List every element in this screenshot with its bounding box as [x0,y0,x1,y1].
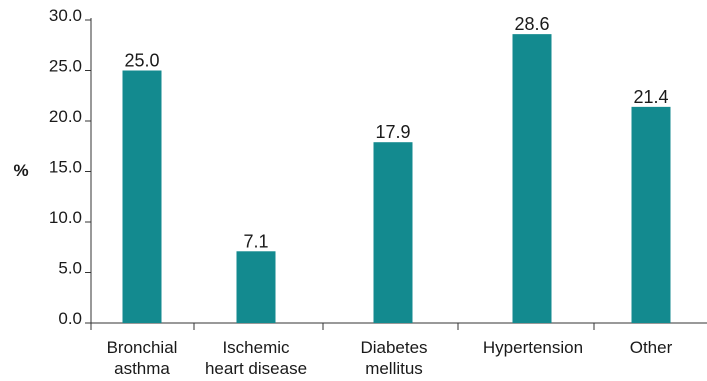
x-tick-label-line: Bronchial [107,338,178,357]
x-tick-label-line: Ischemic [222,338,290,357]
x-tick-label-line: Diabetes [360,338,427,357]
bar [122,70,162,323]
bars: 25.0 7.1 17.9 28.6 21.4 [122,14,671,323]
x-tick-label: Diabetes mellitus [360,338,427,378]
y-tick-label: 10.0 [49,208,82,227]
bar-value-label: 21.4 [633,87,668,107]
x-tick-label-line: heart disease [205,359,307,378]
x-tick-label-line: Other [630,338,673,357]
y-axis: 0.0 5.0 10.0 15.0 20.0 25.0 30.0 [49,6,92,328]
x-tick-label: Hypertension [483,338,583,357]
y-tick-label: 0.0 [58,309,82,328]
x-tick-label: Other [630,338,673,357]
y-tick-label: 5.0 [58,259,82,278]
x-tick-label: Ischemic heart disease [205,338,307,378]
x-tick-label-line: Hypertension [483,338,583,357]
bar [373,142,413,323]
bar [512,34,552,323]
y-tick-label: 25.0 [49,57,82,76]
bar [236,251,276,323]
bar [631,106,671,323]
y-tick-label: 30.0 [49,6,82,25]
x-tick-label-line: mellitus [365,359,423,378]
bar-value-label: 7.1 [243,231,268,251]
bar-value-label: 28.6 [514,14,549,34]
x-tick-label: Bronchial asthma [107,338,178,378]
x-axis: Bronchial asthma Ischemic heart disease Diab… [90,322,707,378]
y-tick-label: 20.0 [49,107,82,126]
bar-value-label: 25.0 [124,51,159,71]
x-tick-label-line: asthma [114,359,170,378]
y-tick-label: 15.0 [49,158,82,177]
y-axis-label: % [13,161,28,180]
bar-value-label: 17.9 [375,122,410,142]
